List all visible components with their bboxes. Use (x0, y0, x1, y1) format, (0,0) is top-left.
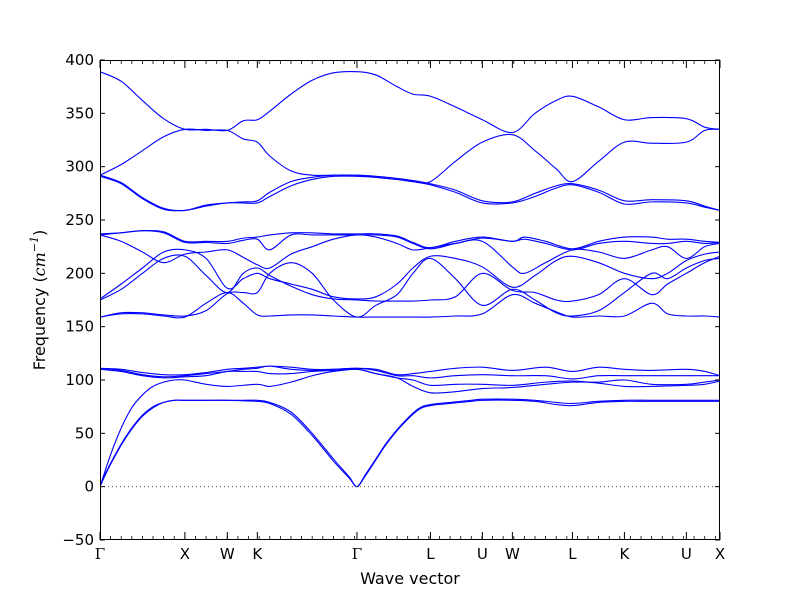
x-tick-label: K (619, 545, 630, 563)
x-tick-label: U (477, 545, 488, 563)
band-series-11 (100, 234, 720, 275)
y-axis-label-close: ) (30, 230, 49, 236)
band-series-12 (100, 230, 720, 251)
x-tick-label: W (220, 545, 235, 563)
band-series-17 (100, 70, 720, 134)
band-series-2 (100, 398, 720, 488)
y-tick-label: 100 (65, 371, 94, 389)
y-tick-label: 250 (65, 211, 94, 229)
x-tick-label: W (505, 545, 520, 563)
y-axis-label-text: Frequency ( (30, 276, 49, 370)
x-tick-label: K (252, 545, 263, 563)
y-tick-label: 350 (65, 104, 94, 122)
y-tick-label: 150 (65, 318, 94, 336)
band-series-13 (100, 229, 720, 250)
band-series-9 (100, 254, 720, 303)
x-tick-label: L (568, 545, 577, 563)
y-axis-label-unit: cm (30, 252, 49, 276)
x-tick-label: X (180, 545, 190, 563)
tick-layer (99, 59, 721, 541)
x-tick-label: L (426, 545, 435, 563)
y-tick-label: 300 (65, 158, 94, 176)
band-series-16 (100, 128, 720, 184)
plot-frame (100, 60, 720, 540)
x-tick-label: Γ (95, 545, 105, 563)
y-tick-label: 50 (75, 424, 94, 442)
band-series-10 (100, 248, 720, 300)
y-tick-label: −50 (62, 531, 94, 549)
band-series-1 (100, 399, 720, 488)
x-tick-label: U (681, 545, 692, 563)
band-series-8 (100, 257, 720, 318)
y-tick-label: 200 (65, 264, 94, 282)
series-layer (100, 70, 720, 488)
band-series-15 (100, 174, 720, 212)
band-series-7 (100, 291, 720, 319)
x-tick-label: X (715, 545, 725, 563)
band-series-5 (100, 365, 720, 380)
y-axis-label-unit-exp: −1 (28, 236, 41, 252)
x-axis-label: Wave vector (360, 569, 460, 588)
y-tick-labels: −50 0 50 100 150 200 250 300 350 400 (62, 51, 94, 549)
band-series-6 (100, 365, 720, 377)
band-series-4 (100, 368, 720, 388)
y-tick-label: 0 (84, 478, 94, 496)
x-tick-label: Γ (352, 545, 362, 563)
y-tick-label: 400 (65, 51, 94, 69)
y-axis-label: Frequency (cm−1) (28, 230, 49, 371)
